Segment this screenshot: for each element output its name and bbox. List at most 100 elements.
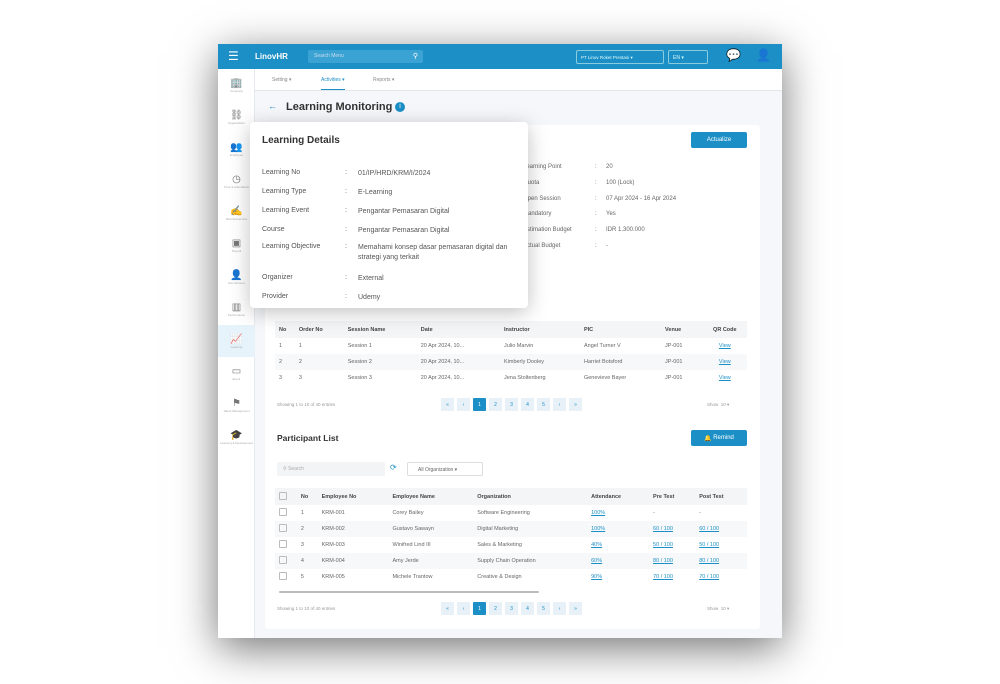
popup-label: Learning Event	[262, 207, 310, 214]
organization-filter[interactable]: All Organization ▾	[407, 462, 483, 476]
page-button[interactable]: 2	[489, 602, 502, 615]
score-link[interactable]: 100%	[591, 510, 606, 516]
remind-button[interactable]: 🔔 Remind	[691, 430, 747, 446]
page-button[interactable]: ›	[553, 602, 566, 615]
org-filter-value: All Organization	[418, 467, 454, 473]
sidebar-item-development[interactable]: 🎓 Learning & Development	[219, 429, 254, 445]
detail-value: -	[606, 243, 608, 249]
popup-label: Learning Objective	[262, 243, 321, 250]
language-select[interactable]: EN ▾	[668, 50, 708, 64]
back-arrow-icon[interactable]: ←	[268, 101, 277, 111]
participant-search-input[interactable]: ⚲ Search	[277, 462, 385, 476]
tab-activities[interactable]: Activities ▾	[321, 77, 345, 90]
page-button[interactable]: ‹	[457, 602, 470, 615]
info-icon[interactable]: i	[395, 102, 405, 112]
session-show-select[interactable]: Show 10 ▾	[707, 402, 730, 407]
column-header: Attendance	[587, 488, 650, 505]
column-header: Pre Test	[649, 488, 696, 505]
row-checkbox[interactable]	[279, 524, 287, 532]
popup-colon: :	[345, 207, 347, 214]
detail-label: Open Session	[523, 195, 561, 202]
table-cell: Genevieve Bayer	[583, 375, 627, 381]
score-link[interactable]: 60 / 100	[695, 521, 747, 537]
sidebar-item-organization[interactable]: ⛓ Organization	[227, 109, 245, 125]
table-cell: Angel Turner V	[583, 343, 621, 349]
company-select[interactable]: PT Linov Roket Prestasi ▾	[576, 50, 664, 64]
session-pagination[interactable]: «‹ 1 2 3 4 5 ›»	[441, 398, 582, 411]
score-link[interactable]: 100%	[587, 521, 650, 537]
page-button[interactable]: 1	[473, 602, 486, 615]
score-link[interactable]: 70 / 100	[699, 574, 720, 580]
detail-colon: :	[595, 164, 597, 170]
page-button[interactable]: ‹	[457, 398, 470, 411]
refresh-icon[interactable]: ⟳	[390, 463, 397, 472]
column-header: Date	[416, 321, 500, 338]
sidebar-item-talent[interactable]: ⚑ Talent Management	[223, 397, 250, 413]
page-button[interactable]: 2	[489, 398, 502, 411]
table-row: 3 KRM-003 Winifred Lind III Sales & Marketi…	[275, 537, 747, 553]
sidebar-item-payroll[interactable]: ▣ Payroll	[231, 237, 242, 253]
score-link[interactable]: 50 / 100	[699, 542, 720, 548]
score-link[interactable]: 80 / 100	[649, 553, 696, 569]
page-button[interactable]: 5	[537, 398, 550, 411]
sidebar-item-reimbursement[interactable]: ✍ Reimbursement	[225, 205, 248, 221]
row-checkbox[interactable]	[279, 540, 287, 548]
sidebar-item-time[interactable]: ◷ Time & Attendance	[223, 173, 250, 189]
row-checkbox[interactable]	[279, 556, 287, 564]
sidebar-label: Company	[230, 88, 243, 93]
table-cell: Jena Stoltenberg	[503, 375, 546, 381]
page-button[interactable]: 3	[505, 398, 518, 411]
page-button[interactable]: 4	[521, 398, 534, 411]
row-checkbox[interactable]	[279, 572, 287, 580]
table-cell: Software Engineering	[477, 510, 530, 516]
sidebar-item-recruitment[interactable]: 👤 Recruitment	[228, 269, 245, 285]
sidebar-item-employee[interactable]: 👥 Employee	[229, 141, 244, 157]
page-button[interactable]: »	[569, 602, 582, 615]
menu-icon[interactable]: ☰	[228, 49, 239, 63]
logo: LinovHR	[255, 52, 288, 61]
score-link[interactable]: 80 / 100	[695, 553, 747, 569]
sidebar-item-performance[interactable]: ▥ Performance	[227, 301, 246, 317]
search-menu-input[interactable]: Search Menu ⚲	[308, 50, 423, 63]
view-qr-link[interactable]: View	[718, 343, 731, 349]
table-cell: 3	[298, 375, 302, 381]
horizontal-scrollbar[interactable]	[279, 591, 539, 593]
page-button[interactable]: 5	[537, 602, 550, 615]
score-link[interactable]: 70 / 100	[653, 574, 673, 580]
detail-value: 07 Apr 2024 - 16 Apr 2024	[606, 195, 677, 202]
score-link[interactable]: 40%	[591, 542, 603, 548]
score-link[interactable]: 60%	[587, 553, 650, 569]
page-button[interactable]: «	[441, 398, 454, 411]
page-button[interactable]: ›	[553, 398, 566, 411]
notification-icon[interactable]: 💬	[726, 48, 741, 62]
sub-nav: Setting ▾ Activities ▾ Reports ▾	[255, 69, 782, 91]
score-link[interactable]: 90%	[591, 574, 603, 580]
participant-pagination[interactable]: «‹ 1 2 3 4 5 ›»	[441, 602, 582, 615]
tab-setting[interactable]: Setting ▾	[272, 77, 292, 83]
actualize-button[interactable]: Actualize	[691, 132, 747, 148]
detail-colon: :	[595, 179, 597, 186]
page-button[interactable]: «	[441, 602, 454, 615]
sidebar-label: Learning & Development	[219, 440, 254, 445]
score-link[interactable]: 60 / 100	[649, 521, 696, 537]
detail-colon: :	[595, 195, 597, 202]
page-button[interactable]: »	[569, 398, 582, 411]
participant-show-select[interactable]: Show 10 ▾	[707, 606, 730, 611]
score-link[interactable]: 50 / 100	[653, 542, 673, 548]
page-button[interactable]: 3	[505, 602, 518, 615]
column-header: QR Code	[698, 321, 747, 338]
sidebar-item-event[interactable]: ▭ Event	[231, 365, 242, 381]
sidebar-item-learning[interactable]: 📈 Learning	[218, 325, 255, 357]
view-qr-link[interactable]: View	[698, 354, 747, 370]
row-checkbox[interactable]	[279, 508, 287, 516]
page-button[interactable]: 4	[521, 602, 534, 615]
popup-value: Memahami konsep dasar pemasaran digital …	[358, 244, 508, 261]
view-qr-link[interactable]: View	[718, 375, 731, 381]
table-cell: 3	[300, 542, 304, 548]
page-button[interactable]: 1	[473, 398, 486, 411]
sidebar-label: Organization	[227, 120, 245, 125]
select-all-checkbox[interactable]	[279, 491, 287, 500]
tab-reports[interactable]: Reports ▾	[373, 77, 395, 83]
sidebar-item-company[interactable]: 🏢 Company	[230, 77, 243, 93]
user-icon[interactable]: 👤	[756, 48, 771, 62]
